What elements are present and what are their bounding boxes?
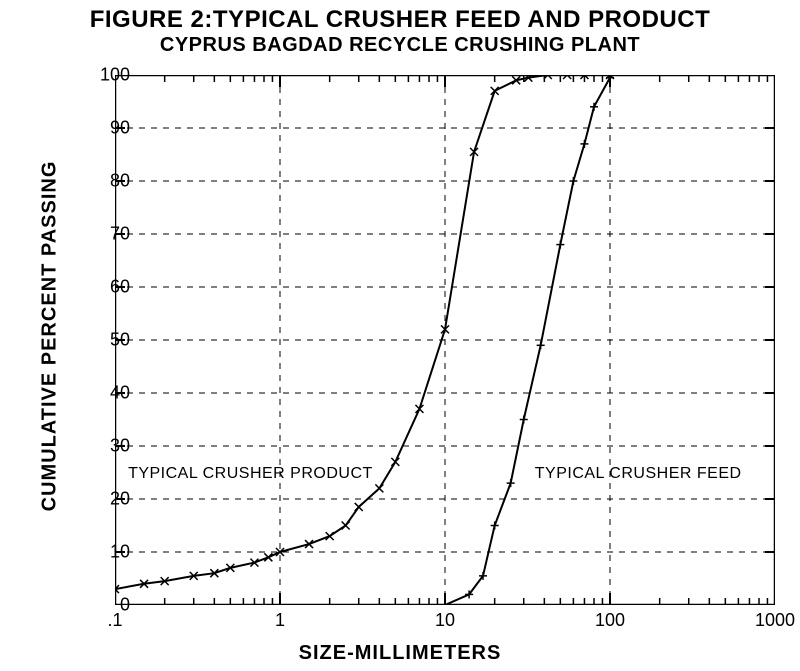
y-tick-label: 60 [90,277,130,298]
y-tick-label: 100 [90,65,130,86]
y-axis-label: CUMULATIVE PERCENT PASSING [39,160,62,511]
x-tick-label: 100 [595,610,625,631]
figure-title: FIGURE 2:TYPICAL CRUSHER FEED AND PRODUC… [0,6,800,34]
y-axis-label-wrap: CUMULATIVE PERCENT PASSING [40,0,60,671]
x-tick-label: 1000 [755,610,795,631]
y-tick-label: 40 [90,383,130,404]
y-tick-label: 30 [90,436,130,457]
figure-subtitle: CYPRUS BAGDAD RECYCLE CRUSHING PLANT [0,34,800,57]
y-tick-label: 70 [90,224,130,245]
y-tick-label: 90 [90,118,130,139]
x-tick-label: 10 [435,610,455,631]
plot-svg [115,75,775,605]
y-tick-label: 80 [90,171,130,192]
y-tick-label: 10 [90,542,130,563]
x-tick-label: 1 [275,610,285,631]
y-tick-label: 20 [90,489,130,510]
x-tick-label: .1 [107,610,122,631]
y-tick-label: 50 [90,330,130,351]
series-annotation: TYPICAL CRUSHER PRODUCT [128,465,373,483]
chart-page: FIGURE 2:TYPICAL CRUSHER FEED AND PRODUC… [0,0,800,671]
plot-area [115,75,775,605]
x-axis-label: SIZE-MILLIMETERS [0,642,800,665]
series-annotation: TYPICAL CRUSHER FEED [535,465,742,483]
